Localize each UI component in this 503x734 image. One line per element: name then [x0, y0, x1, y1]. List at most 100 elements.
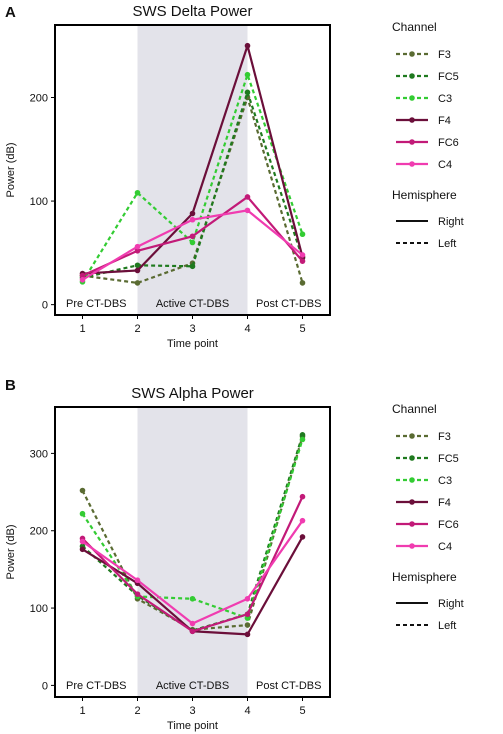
legend-marker: [409, 161, 415, 167]
legend-marker: [409, 73, 415, 79]
x-tick-label: 1: [79, 705, 85, 717]
data-point-fc6: [134, 247, 141, 254]
data-point-c4: [79, 276, 86, 283]
legend-marker: [409, 477, 415, 483]
legend-marker: [409, 95, 415, 101]
data-point-c4: [79, 538, 86, 545]
data-point-c3: [189, 595, 196, 602]
active-period-shading: [137, 25, 248, 315]
plot-frame: [54, 24, 331, 316]
data-point-fc5: [299, 432, 306, 438]
data-point-fc5: [134, 262, 141, 269]
series-line-fc5: [82, 91, 304, 279]
data-point-f4: [134, 267, 141, 274]
panel-b: B SWS Alpha Power 0 100 200 300 1 2 3 4 5 Time poin…: [5, 377, 464, 732]
phase-label: Post CT-DBS: [256, 680, 321, 692]
y-tick-label: 0: [42, 300, 48, 312]
legend-hemisphere-label-left: Left: [438, 238, 456, 250]
data-point-c4: [244, 595, 251, 602]
data-point-fc5: [244, 89, 251, 96]
panel-letter: B: [5, 377, 16, 394]
data-point-fc5: [189, 263, 196, 270]
legend-label-c3: C3: [438, 475, 452, 487]
phase-label: Active CT-DBS: [156, 680, 229, 692]
x-tick-label: 5: [299, 705, 305, 717]
data-point-fc6: [244, 194, 251, 200]
data-point-fc6: [189, 628, 196, 635]
data-point-c3: [244, 71, 251, 78]
legend-marker: [409, 433, 415, 439]
legend-label-f3: F3: [438, 431, 451, 443]
phase-label: Post CT-DBS: [256, 298, 321, 310]
legend-marker: [409, 543, 415, 549]
data-point-c3: [299, 436, 306, 443]
data-point-f4: [244, 631, 251, 638]
data-point-fc6: [189, 233, 196, 240]
y-tick-label: 0: [42, 680, 48, 692]
x-tick-label: 4: [244, 705, 250, 717]
data-point-c4: [189, 216, 196, 223]
legend-hemisphere-label-right: Right: [438, 598, 464, 610]
legend-marker: [409, 117, 415, 123]
data-point-c4: [134, 577, 141, 584]
data-point-c4: [299, 252, 306, 258]
x-axis-label: Time point: [167, 720, 218, 732]
y-axis-label: Power (dB): [5, 142, 17, 197]
legend-hemisphere-label-left: Left: [438, 620, 456, 632]
legend-hemisphere-title: Hemisphere: [392, 570, 457, 584]
data-point-c4: [134, 243, 141, 250]
data-point-f4: [79, 546, 86, 553]
data-point-f3: [79, 487, 86, 494]
x-tick-label: 4: [244, 323, 250, 335]
legend-label-f3: F3: [438, 49, 451, 61]
legend-channel-title: Channel: [392, 402, 437, 416]
y-tick-label: 200: [30, 526, 48, 538]
chart-title: SWS Delta Power: [132, 3, 252, 20]
x-tick-label: 2: [134, 323, 140, 335]
phase-label: Pre CT-DBS: [66, 680, 127, 692]
data-point-f3: [244, 622, 251, 628]
data-point-f4: [189, 210, 196, 217]
legend-label-fc5: FC5: [438, 453, 459, 465]
legend-label-fc6: FC6: [438, 137, 459, 149]
legend-label-c4: C4: [438, 541, 452, 553]
legend-channel-title: Channel: [392, 20, 437, 34]
x-tick-label: 3: [189, 323, 195, 335]
y-axis-label: Power (dB): [5, 524, 17, 579]
data-point-f4: [299, 534, 306, 540]
legend-hemisphere-title: Hemisphere: [392, 188, 457, 202]
plot-frame: [54, 406, 331, 698]
panel-a: A SWS Delta Power 0 100 200 1 2 3 4 5 Time point Po…: [5, 3, 464, 350]
data-point-c3: [79, 510, 86, 517]
legend-label-fc6: FC6: [438, 519, 459, 531]
data-point-fc6: [299, 493, 306, 500]
legend-hemisphere-label-right: Right: [438, 216, 464, 228]
data-point-fc6: [244, 611, 251, 618]
legend-marker: [409, 455, 415, 461]
data-point-c3: [244, 615, 251, 621]
data-point-f3: [299, 280, 306, 286]
data-point-f3: [134, 280, 141, 286]
y-tick-label: 100: [30, 196, 48, 208]
data-point-c3: [189, 239, 196, 246]
phase-label: Active CT-DBS: [156, 298, 229, 310]
legend: Channel F3 FC5 C3 F4 FC6 C4 Hemisphere Right Left: [392, 402, 464, 632]
panel-letter: A: [5, 4, 16, 21]
x-tick-label: 3: [189, 705, 195, 717]
legend-label-fc5: FC5: [438, 71, 459, 83]
y-tick-label: 200: [30, 93, 48, 105]
x-tick-label: 2: [134, 705, 140, 717]
legend-marker: [409, 521, 415, 527]
legend-marker: [409, 139, 415, 145]
active-period-shading: [137, 407, 248, 697]
series-line-fc5: [81, 434, 304, 632]
legend-marker: [409, 499, 415, 505]
legend-label-c4: C4: [438, 159, 452, 171]
data-point-c4: [299, 517, 306, 524]
data-point-f4: [244, 42, 251, 49]
legend-label-c3: C3: [438, 93, 452, 105]
y-tick-label: 100: [30, 603, 48, 615]
data-point-fc6: [299, 258, 306, 264]
data-point-c3: [134, 189, 141, 196]
legend-label-f4: F4: [438, 497, 451, 509]
